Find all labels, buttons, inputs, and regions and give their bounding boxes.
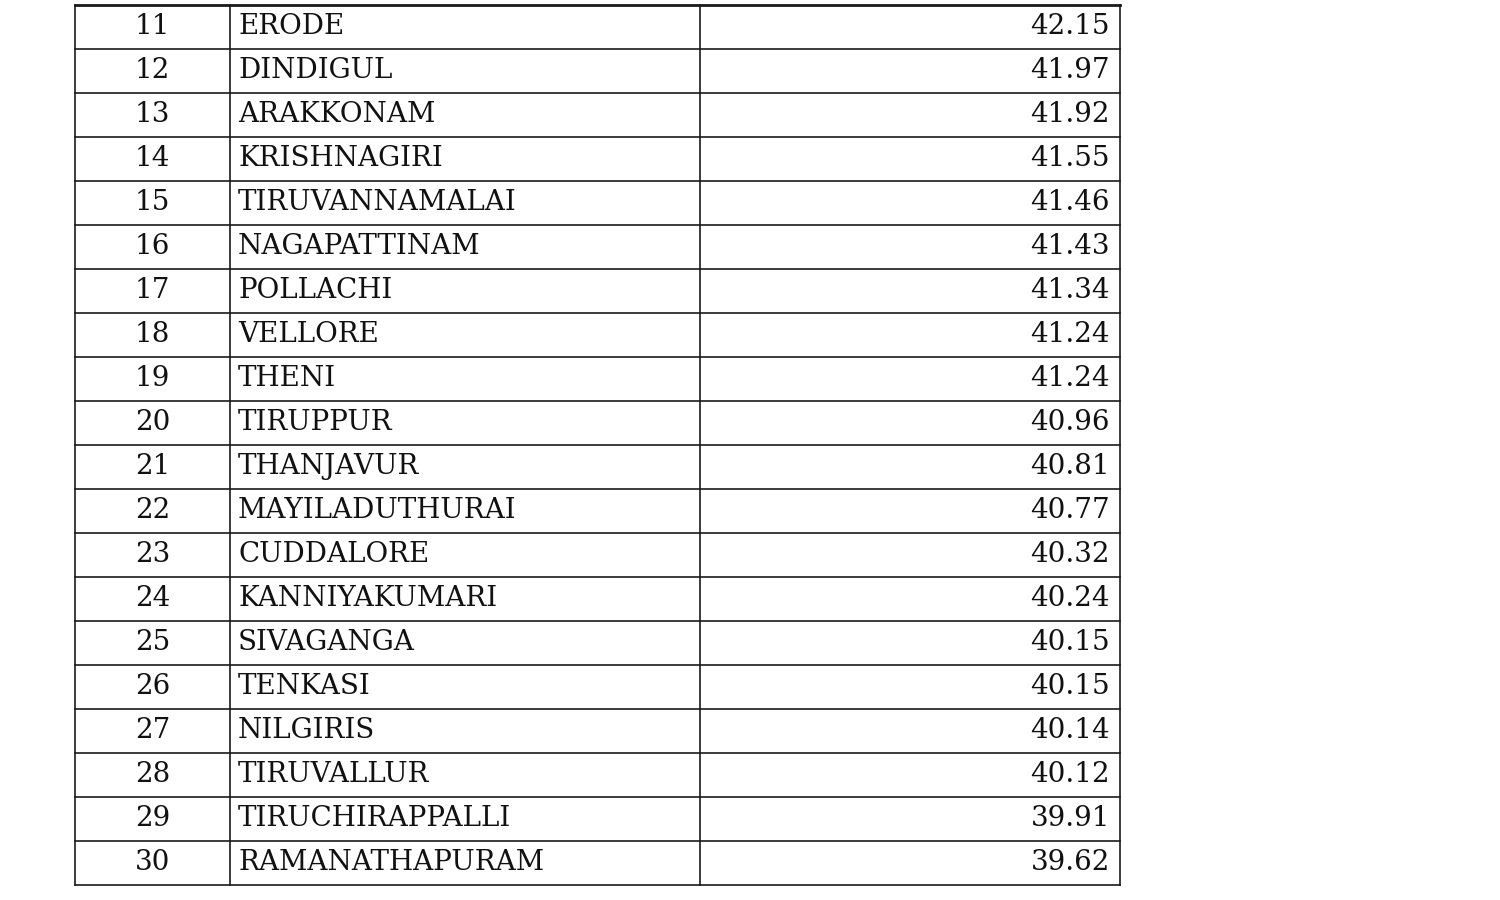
Text: ERODE: ERODE [238,14,344,40]
Text: 39.91: 39.91 [1030,806,1110,832]
Text: 30: 30 [135,850,170,877]
Text: 40.81: 40.81 [1030,454,1110,481]
Text: 17: 17 [135,277,170,304]
Text: 40.77: 40.77 [1030,498,1110,525]
Text: 26: 26 [135,673,170,700]
Text: POLLACHI: POLLACHI [238,277,393,304]
Text: 11: 11 [135,14,170,40]
Text: 23: 23 [135,542,170,569]
Text: THANJAVUR: THANJAVUR [238,454,420,481]
Text: 41.55: 41.55 [1030,146,1110,173]
Text: VELLORE: VELLORE [238,321,380,348]
Text: DINDIGUL: DINDIGUL [238,58,393,85]
Text: 16: 16 [135,233,170,260]
Text: KRISHNAGIRI: KRISHNAGIRI [238,146,442,173]
Text: 18: 18 [135,321,170,348]
Text: NILGIRIS: NILGIRIS [238,717,375,744]
Text: 15: 15 [135,190,170,217]
Text: 41.34: 41.34 [1030,277,1110,304]
Text: TIRUVANNAMALAI: TIRUVANNAMALAI [238,190,516,217]
Text: 27: 27 [135,717,170,744]
Text: 41.92: 41.92 [1030,102,1110,129]
Text: TENKASI: TENKASI [238,673,370,700]
Text: 29: 29 [135,806,170,832]
Text: 22: 22 [135,498,170,525]
Text: 20: 20 [135,410,170,436]
Text: ARAKKONAM: ARAKKONAM [238,102,435,129]
Text: 41.24: 41.24 [1030,321,1110,348]
Text: 40.32: 40.32 [1030,542,1110,569]
Text: 40.96: 40.96 [1030,410,1110,436]
Text: 13: 13 [135,102,170,129]
Text: 41.97: 41.97 [1030,58,1110,85]
Text: KANNIYAKUMARI: KANNIYAKUMARI [238,586,496,613]
Text: 41.43: 41.43 [1030,233,1110,260]
Text: THENI: THENI [238,365,336,392]
Text: 40.15: 40.15 [1030,629,1110,656]
Text: 19: 19 [135,365,170,392]
Text: MAYILADUTHURAI: MAYILADUTHURAI [238,498,516,525]
Text: 40.15: 40.15 [1030,673,1110,700]
Text: SIVAGANGA: SIVAGANGA [238,629,416,656]
Text: 40.12: 40.12 [1030,761,1110,788]
Text: 25: 25 [135,629,170,656]
Text: 21: 21 [135,454,170,481]
Text: 39.62: 39.62 [1030,850,1110,877]
Text: 24: 24 [135,586,170,613]
Text: RAMANATHAPURAM: RAMANATHAPURAM [238,850,544,877]
Text: 28: 28 [135,761,170,788]
Text: TIRUVALLUR: TIRUVALLUR [238,761,429,788]
Text: 12: 12 [135,58,170,85]
Text: NAGAPATTINAM: NAGAPATTINAM [238,233,480,260]
Text: 42.15: 42.15 [1030,14,1110,40]
Text: 41.24: 41.24 [1030,365,1110,392]
Text: 40.14: 40.14 [1030,717,1110,744]
Text: 40.24: 40.24 [1030,586,1110,613]
Text: TIRUPPUR: TIRUPPUR [238,410,393,436]
Text: TIRUCHIRAPPALLI: TIRUCHIRAPPALLI [238,806,512,832]
Text: 41.46: 41.46 [1030,190,1110,217]
Text: CUDDALORE: CUDDALORE [238,542,429,569]
Text: 14: 14 [135,146,170,173]
